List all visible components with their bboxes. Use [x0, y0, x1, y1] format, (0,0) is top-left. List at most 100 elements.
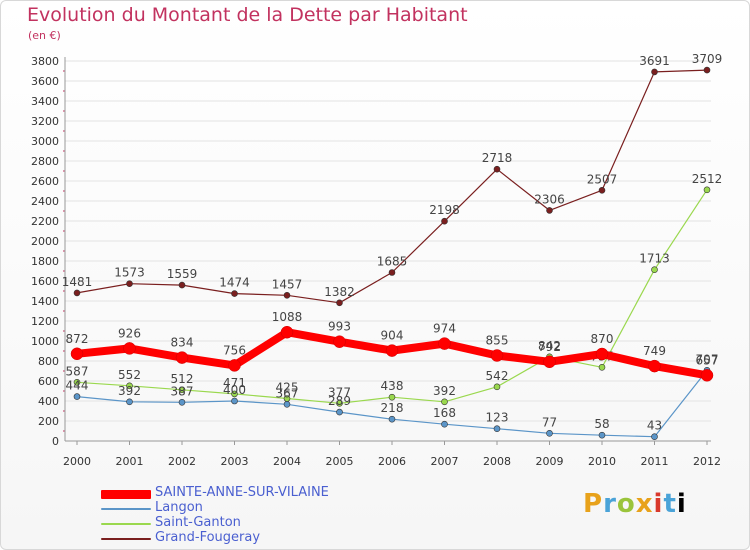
data-label-sainte-anne-sur-vilaine: 926: [118, 326, 141, 340]
legend-label: Grand-Fougeray: [155, 530, 261, 545]
legend-item-saint-ganton: Saint-Ganton: [101, 515, 401, 531]
data-label-grand-fougeray: 1474: [219, 276, 250, 290]
data-point-langon: [231, 397, 238, 405]
y-tick-label: 3200: [31, 115, 59, 128]
x-tick-label: 2006: [378, 455, 406, 468]
data-label-langon: 43: [647, 419, 662, 433]
data-point-sainte-anne-sur-vilaine: [490, 349, 504, 362]
chart-title: Evolution du Montant de la Dette par Hab…: [27, 4, 468, 26]
data-label-sainte-anne-sur-vilaine: 870: [591, 332, 614, 346]
data-point-saint-ganton: [703, 186, 711, 194]
x-tick-label: 2012: [693, 455, 721, 468]
logo-letter: r: [603, 489, 617, 519]
data-point-saint-ganton: [598, 363, 606, 371]
data-point-saint-ganton: [126, 382, 133, 390]
data-label-grand-fougeray: 1481: [62, 275, 93, 289]
data-label-saint-ganton: 425: [276, 381, 299, 395]
data-label-sainte-anne-sur-vilaine: 974: [433, 322, 456, 336]
data-point-langon: [388, 415, 396, 423]
data-label-langon: 367: [276, 386, 299, 400]
data-label-saint-ganton: 842: [538, 339, 561, 353]
data-point-grand-fougeray: [336, 299, 343, 307]
data-label-langon: 400: [223, 383, 246, 397]
data-point-sainte-anne-sur-vilaine: [175, 351, 189, 364]
x-tick-label: 2011: [641, 455, 669, 468]
data-label-saint-ganton: 2512: [692, 172, 723, 186]
data-point-langon: [126, 398, 133, 406]
data-point-grand-fougeray: [703, 66, 711, 74]
y-tick-label: 800: [38, 355, 59, 368]
data-label-langon: 387: [171, 384, 194, 398]
y-tick-label: 3000: [31, 135, 59, 148]
data-label-langon: 289: [328, 394, 351, 408]
data-point-saint-ganton: [178, 386, 186, 394]
data-label-saint-ganton: 1713: [639, 252, 670, 266]
data-point-grand-fougeray: [231, 290, 238, 297]
data-label-grand-fougeray: 1382: [324, 285, 355, 299]
data-label-sainte-anne-sur-vilaine: 792: [538, 340, 561, 354]
data-point-langon: [336, 408, 343, 416]
logo-letter: x: [635, 489, 654, 519]
x-tick-label: 2003: [221, 455, 249, 468]
data-point-sainte-anne-sur-vilaine: [123, 342, 136, 355]
x-tick-label: 2002: [168, 455, 196, 468]
data-label-saint-ganton: 471: [223, 376, 246, 390]
y-tick-label: 3400: [31, 95, 59, 108]
data-label-grand-fougeray: 1457: [272, 277, 303, 291]
logo-letter: t: [663, 489, 677, 519]
data-point-grand-fougeray: [283, 291, 291, 299]
y-tick-label: 1800: [31, 255, 59, 268]
data-label-saint-ganton: 587: [66, 364, 89, 378]
data-label-grand-fougeray: 2306: [534, 192, 565, 206]
data-point-saint-ganton: [493, 383, 501, 391]
proxiti-logo: Proxiti: [583, 489, 687, 519]
data-label-langon: 707: [696, 352, 719, 366]
data-label-saint-ganton: 542: [486, 369, 509, 383]
y-tick-label: 400: [38, 395, 59, 408]
y-tick-label: 1200: [31, 315, 59, 328]
data-label-sainte-anne-sur-vilaine: 1088: [272, 310, 303, 324]
legend-label: Langon: [155, 500, 203, 515]
data-label-sainte-anne-sur-vilaine: 834: [171, 336, 194, 350]
x-tick-label: 2004: [273, 455, 301, 468]
data-label-sainte-anne-sur-vilaine: 855: [486, 334, 509, 348]
y-tick-label: 1400: [31, 295, 59, 308]
legend-label: SAINTE-ANNE-SUR-VILAINE: [155, 485, 329, 500]
data-label-grand-fougeray: 2507: [587, 172, 618, 186]
x-tick-label: 2007: [431, 455, 459, 468]
data-label-sainte-anne-sur-vilaine: 756: [223, 343, 246, 357]
x-tick-label: 2008: [483, 455, 511, 468]
data-point-langon: [651, 433, 658, 441]
x-tick-label: 2000: [63, 455, 91, 468]
line-chart: 0 200 400 600 800 1000 1200 1400 1600 1800 2000 220…: [31, 52, 723, 468]
y-tick-label: 2600: [31, 175, 59, 188]
legend-swatch: [101, 508, 151, 510]
data-point-saint-ganton: [651, 266, 658, 274]
data-point-sainte-anne-sur-vilaine: [648, 359, 661, 373]
data-point-saint-ganton: [73, 378, 81, 386]
x-tick-label: 2010: [588, 455, 616, 468]
data-point-grand-fougeray: [126, 280, 133, 288]
data-label-grand-fougeray: 1685: [377, 255, 408, 269]
data-point-grand-fougeray: [178, 281, 186, 289]
data-point-saint-ganton: [336, 399, 343, 407]
data-label-sainte-anne-sur-vilaine: 904: [381, 329, 404, 343]
data-point-sainte-anne-sur-vilaine: [700, 369, 714, 382]
data-point-grand-fougeray: [388, 269, 396, 276]
y-tick-label: 200: [38, 415, 59, 428]
data-point-langon: [493, 425, 501, 433]
legend-item-grand-fougeray: Grand-Fougeray: [101, 530, 401, 546]
data-label-grand-fougeray: 3691: [639, 54, 670, 68]
data-point-grand-fougeray: [73, 289, 81, 297]
logo-letter: i: [676, 489, 687, 519]
data-label-grand-fougeray: 2198: [429, 203, 460, 217]
logo-letter: i: [653, 489, 664, 519]
x-tick-label: 2001: [116, 455, 144, 468]
data-point-saint-ganton: [388, 393, 396, 401]
data-label-grand-fougeray: 2718: [482, 151, 513, 165]
data-point-sainte-anne-sur-vilaine: [70, 347, 84, 361]
data-label-langon: 168: [433, 406, 456, 420]
data-point-sainte-anne-sur-vilaine: [385, 344, 399, 357]
data-label-sainte-anne-sur-vilaine: 872: [66, 332, 89, 346]
data-point-grand-fougeray: [493, 165, 501, 173]
